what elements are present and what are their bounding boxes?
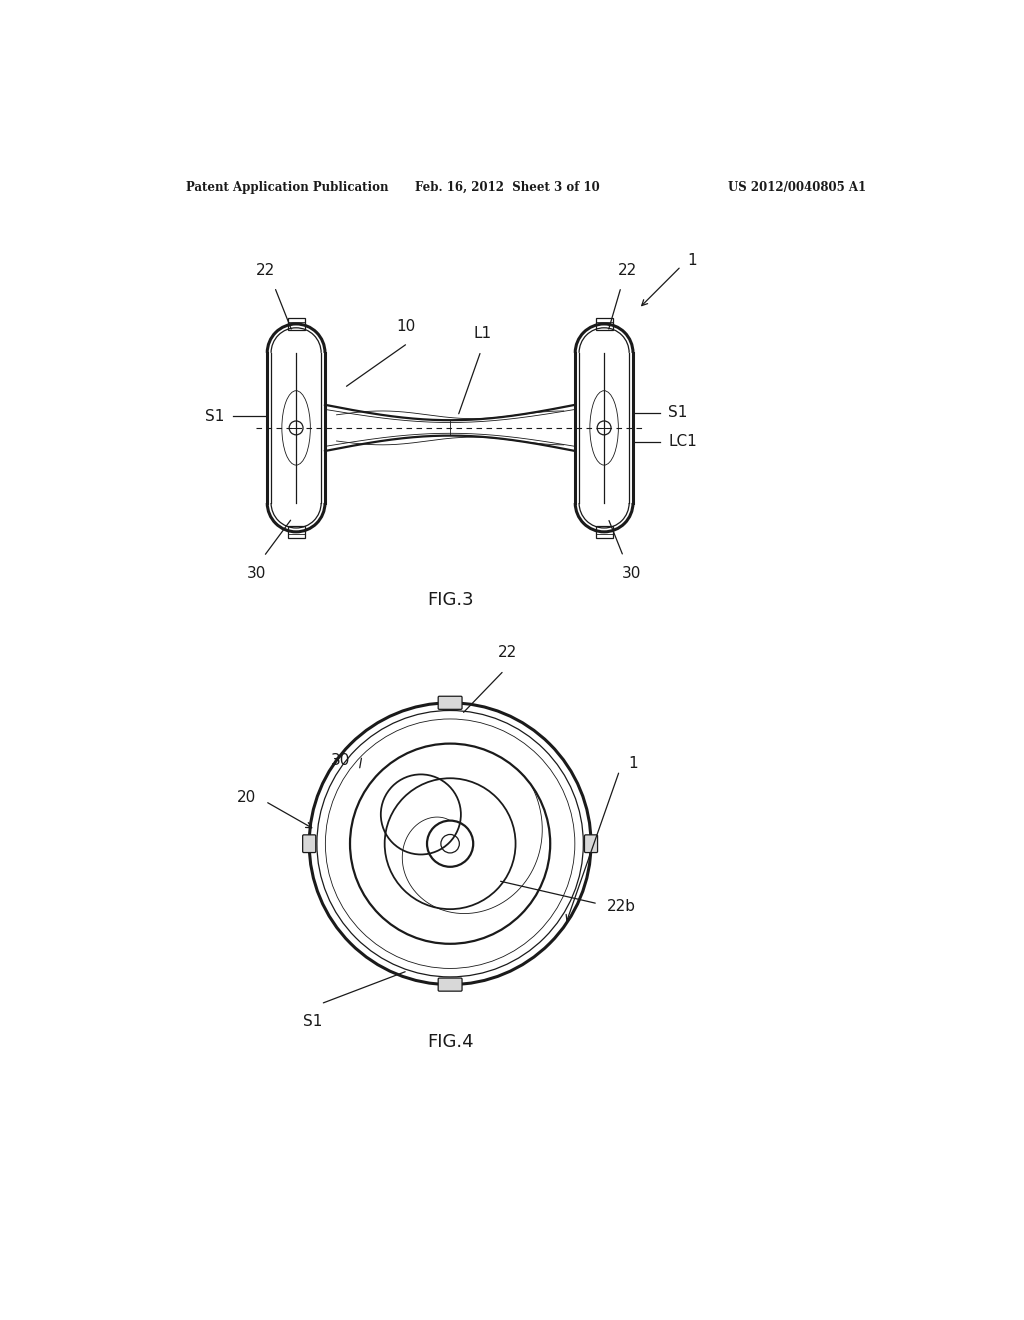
Text: 30: 30	[247, 566, 266, 582]
FancyBboxPatch shape	[585, 834, 598, 853]
Text: 22: 22	[499, 645, 517, 660]
Text: 1: 1	[687, 252, 697, 268]
Bar	[288, 318, 304, 330]
Text: 1: 1	[629, 756, 638, 771]
Text: Feb. 16, 2012  Sheet 3 of 10: Feb. 16, 2012 Sheet 3 of 10	[416, 181, 600, 194]
Bar	[596, 318, 612, 330]
Text: FIG.3: FIG.3	[427, 590, 473, 609]
Text: S1: S1	[669, 405, 688, 420]
Bar	[288, 525, 304, 539]
Text: S1: S1	[205, 409, 224, 424]
Text: US 2012/0040805 A1: US 2012/0040805 A1	[728, 181, 866, 194]
Text: 20: 20	[237, 789, 256, 805]
Text: 10: 10	[396, 319, 415, 334]
Text: FIG.4: FIG.4	[427, 1034, 473, 1051]
Text: 30: 30	[331, 752, 350, 768]
Text: S1: S1	[303, 1014, 323, 1028]
FancyBboxPatch shape	[438, 978, 462, 991]
Text: 22: 22	[617, 263, 637, 277]
FancyBboxPatch shape	[438, 696, 462, 709]
FancyBboxPatch shape	[303, 834, 315, 853]
Text: 22b: 22b	[607, 899, 636, 915]
Text: 30: 30	[622, 566, 641, 582]
Text: Patent Application Publication: Patent Application Publication	[186, 181, 388, 194]
Text: LC1: LC1	[669, 434, 697, 449]
Text: 22: 22	[256, 263, 274, 277]
Text: L1: L1	[473, 326, 492, 341]
Bar	[596, 525, 612, 539]
